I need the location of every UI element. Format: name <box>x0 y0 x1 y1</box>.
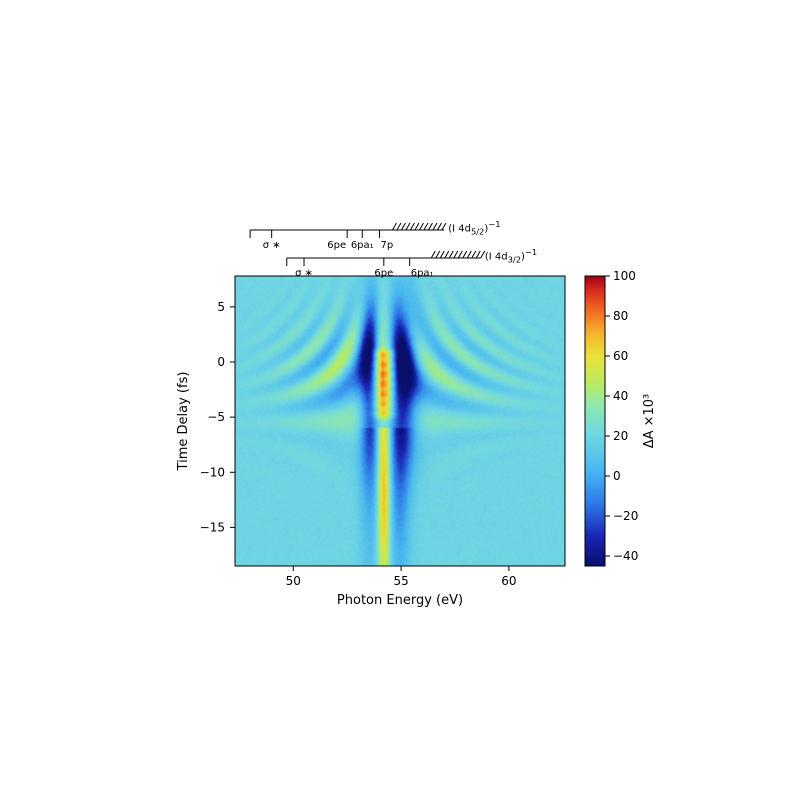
annot-tick-label: 6pa₁ <box>411 268 434 279</box>
annot-right-label-d32: (I 4d3/2)−1 <box>485 247 537 264</box>
colorbar-tick-label: 80 <box>613 309 628 323</box>
colorbar <box>585 276 605 566</box>
heatmap <box>235 276 565 566</box>
colorbar-tick-label: 40 <box>613 389 628 403</box>
y-tick-label: 0 <box>217 355 225 369</box>
y-tick-label: −15 <box>200 520 225 534</box>
y-tick-label: −5 <box>207 410 225 424</box>
annot-tick-label: 6pe <box>374 268 393 279</box>
y-axis-label: Time Delay (fs) <box>176 372 191 472</box>
colorbar-label: ΔA ×10³ <box>642 394 657 449</box>
x-tick-label: 60 <box>501 574 516 588</box>
annot-tick-label: σ ∗ <box>263 240 281 251</box>
annot-tick-label: 6pe <box>327 240 346 251</box>
figure-svg: 50 55 60 −15 −10 −5 0 5 Photon Energy (eV) Time D… <box>0 0 800 800</box>
figure-container: 50 55 60 −15 −10 −5 0 5 Photon Energy (eV) Time D… <box>0 0 800 800</box>
annot-tick-label: σ ∗ <box>295 268 313 279</box>
annot-tick-label: 7p <box>381 240 394 251</box>
annot-tick-label: 6pa₁ <box>351 240 374 251</box>
x-axis-label: Photon Energy (eV) <box>337 593 463 608</box>
y-tick-label: −10 <box>200 465 225 479</box>
colorbar-tick-label: 0 <box>613 469 621 483</box>
x-tick-label: 55 <box>393 574 408 588</box>
colorbar-tick-label: 20 <box>613 429 628 443</box>
annot-right-label-d52: (I 4d5/2)−1 <box>448 219 500 236</box>
colorbar-tick-label: −20 <box>613 509 638 523</box>
y-tick-label: 5 <box>217 300 225 314</box>
colorbar-tick-label: 100 <box>613 269 636 283</box>
colorbar-tick-label: 60 <box>613 349 628 363</box>
colorbar-tick-label: −40 <box>613 549 638 563</box>
x-tick-label: 50 <box>286 574 301 588</box>
